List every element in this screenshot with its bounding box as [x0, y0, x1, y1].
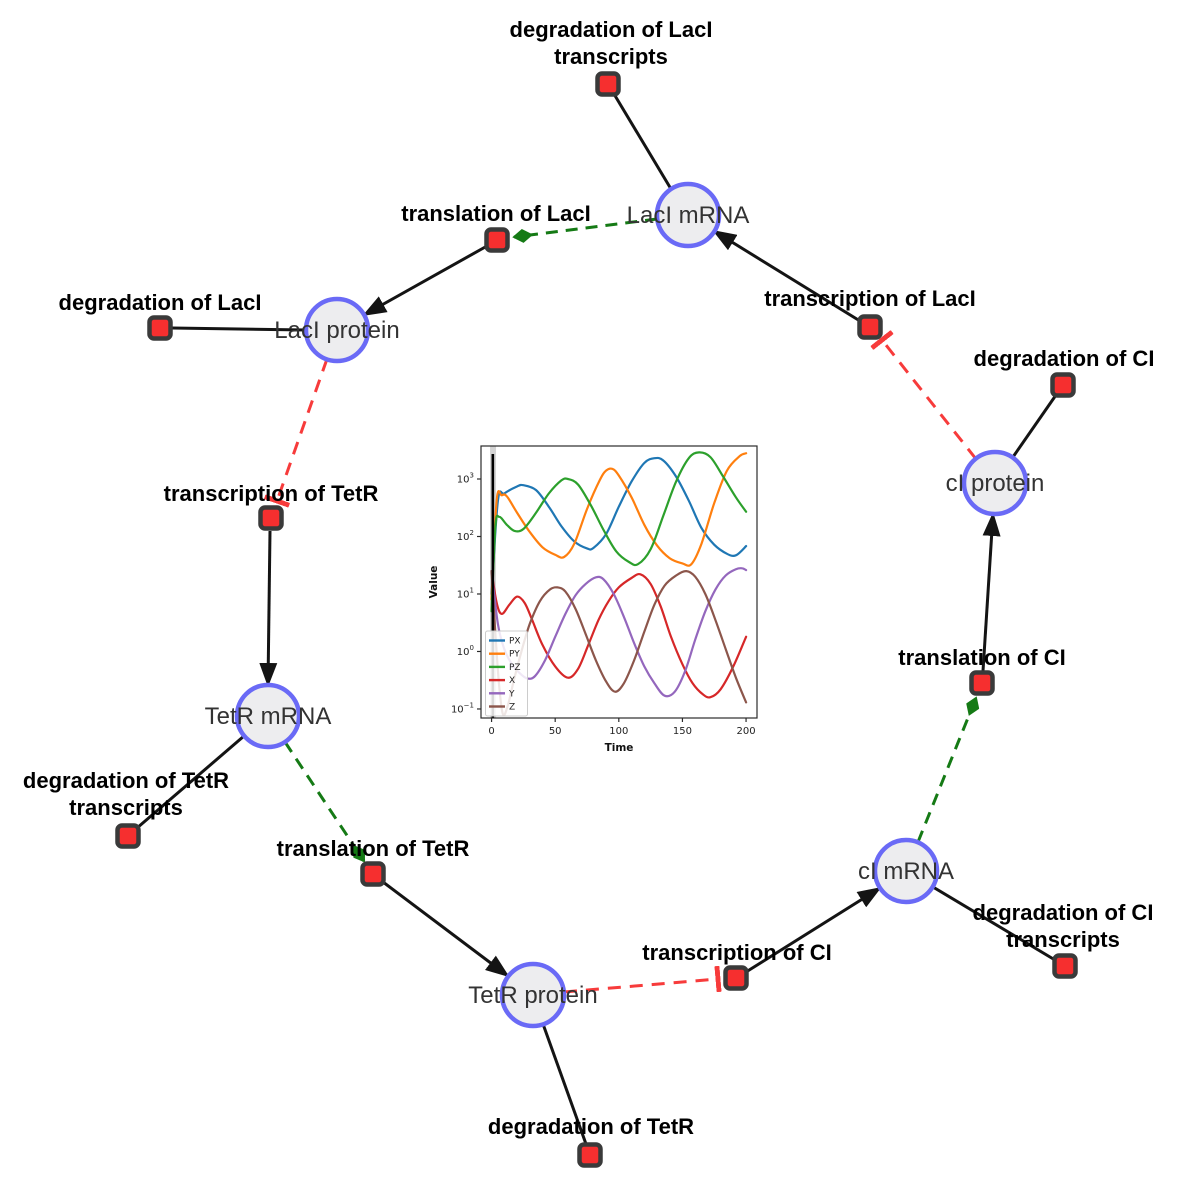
- y-tick-label: 10−1: [451, 701, 474, 715]
- edge-tetr-mrna-catalyzes-translation: [283, 741, 366, 863]
- series-line-pz: [490, 451, 748, 613]
- species-label-tetr-protein: TetR protein: [468, 982, 597, 1009]
- reaction-node-transcription-tetr[interactable]: [258, 505, 284, 531]
- series-line-px: [490, 456, 748, 596]
- reaction-node-degradation-tetr-transcripts[interactable]: [115, 823, 141, 849]
- edges-layer: [136, 93, 1058, 1145]
- edge-laci-protein-inhibits-tetr: [264, 358, 329, 508]
- reaction-label-translation-ci: translation of CI: [898, 645, 1065, 670]
- nodes-layer: [115, 71, 1078, 1168]
- species-node-tetr-protein[interactable]: [499, 961, 567, 1029]
- edge-laci-mrna-catalyzes-translation: [512, 217, 658, 243]
- x-tick-label: 0: [488, 726, 494, 737]
- series-line-py: [490, 452, 748, 601]
- legend-box: [485, 630, 528, 717]
- edge-ci-mrna-catalyzes-translation: [916, 696, 980, 843]
- reaction-node-degradation-ci[interactable]: [1050, 372, 1076, 398]
- species-node-laci-mrna[interactable]: [654, 181, 722, 249]
- reaction-label-translation-laci: translation of LacI: [401, 201, 590, 226]
- edge-transcription-laci-to-laci-mrna: [712, 229, 861, 323]
- reaction-label-degradation-tetr: degradation of TetR: [488, 1114, 694, 1139]
- species-node-ci-protein[interactable]: [961, 449, 1029, 517]
- edge-ci-mrna-to-degradation: [932, 885, 1056, 962]
- y-tick-label: 103: [457, 472, 474, 486]
- y-tick-label: 100: [457, 644, 474, 658]
- reaction-label-degradation-ci: degradation of CI: [974, 346, 1155, 371]
- legend-label-pz: PZ: [509, 663, 521, 673]
- edge-tetr-mrna-to-degradation: [136, 734, 245, 830]
- reaction-label-degradation-laci: degradation of LacI: [59, 290, 262, 315]
- edge-ci-protein-inhibits-laci: [870, 330, 978, 460]
- legend-label-z: Z: [509, 703, 515, 713]
- species-label-laci-protein: LacI protein: [274, 317, 399, 344]
- x-tick-label: 200: [737, 726, 756, 737]
- species-node-ci-mrna[interactable]: [872, 837, 940, 905]
- reaction-node-translation-tetr[interactable]: [360, 861, 386, 887]
- series-line-x: [490, 570, 748, 699]
- reaction-node-degradation-laci[interactable]: [147, 315, 173, 341]
- reaction-node-degradation-laci-transcripts[interactable]: [595, 71, 621, 97]
- edge-laci-mrna-to-degradation: [612, 93, 673, 190]
- edge-translation-ci-to-ci-protein: [981, 512, 1001, 672]
- reaction-node-transcription-ci[interactable]: [723, 965, 749, 991]
- species-node-tetr-mrna[interactable]: [234, 682, 302, 750]
- series-line-z: [490, 569, 748, 717]
- legend-label-py: PY: [509, 650, 520, 660]
- legend-label-y: Y: [508, 689, 515, 699]
- inset-timecourse-chart: 0 50 100 150 200 103 102 101 100 10−1 PX PY PZ XYZ Ti…: [428, 445, 758, 754]
- y-tick-label: 101: [457, 586, 474, 600]
- edge-ci-protein-to-degradation: [1011, 394, 1058, 458]
- reaction-label-transcription-tetr: transcription of TetR: [164, 481, 379, 506]
- reaction-node-translation-laci[interactable]: [484, 227, 510, 253]
- x-tick-label: 150: [673, 726, 692, 737]
- chart-series-group: [490, 451, 748, 717]
- edge-transcription-ci-to-ci-mrna: [745, 886, 882, 974]
- reaction-label-degradation-laci-transcripts: degradation of LacI: [510, 17, 713, 42]
- reaction-node-degradation-tetr[interactable]: [577, 1142, 603, 1168]
- reaction-node-degradation-ci-transcripts[interactable]: [1052, 953, 1078, 979]
- edge-tetr-protein-inhibits-ci: [563, 965, 722, 994]
- reaction-label-degradation-ci-transcripts: degradation of CI: [973, 900, 1154, 925]
- y-tick-label: 102: [457, 529, 474, 543]
- species-node-laci-protein[interactable]: [303, 296, 371, 364]
- chart-legend: PX PY PZ XYZ: [485, 630, 528, 717]
- y-axis-label: Value: [428, 566, 440, 599]
- legend-label-px: PX: [509, 637, 521, 647]
- edge-transcription-tetr-to-tetr-mrna: [259, 530, 278, 687]
- reaction-label-degradation-tetr-transcripts: degradation of TetR: [23, 768, 229, 793]
- reaction-label-transcription-ci: transcription of CI: [642, 940, 831, 965]
- edge-laci-protein-to-degradation: [171, 326, 307, 332]
- reaction-label-degradation-ci-transcripts: transcripts: [1006, 927, 1120, 952]
- x-axis-label: Time: [605, 742, 634, 754]
- labels-layer: LacI mRNA LacI protein TetR mRNA TetR prote…: [23, 17, 1155, 1139]
- legend-label-x: X: [509, 676, 515, 686]
- species-label-tetr-mrna: TetR mRNA: [205, 703, 332, 730]
- reaction-label-degradation-laci-transcripts: transcripts: [554, 44, 668, 69]
- reaction-node-translation-ci[interactable]: [969, 670, 995, 696]
- x-tick-label: 50: [549, 726, 562, 737]
- edge-translation-laci-to-laci-protein: [362, 244, 488, 317]
- reaction-label-degradation-tetr-transcripts: transcripts: [69, 795, 183, 820]
- x-tick-label: 100: [609, 726, 628, 737]
- species-label-ci-protein: cI protein: [946, 470, 1045, 497]
- edge-translation-tetr-to-tetr-protein: [382, 880, 510, 978]
- species-label-laci-mrna: LacI mRNA: [627, 202, 750, 229]
- edge-tetr-protein-to-degradation: [541, 1023, 588, 1145]
- species-label-ci-mrna: cI mRNA: [858, 858, 954, 885]
- reaction-label-translation-tetr: translation of TetR: [277, 836, 470, 861]
- reaction-label-transcription-laci: transcription of LacI: [764, 286, 975, 311]
- reaction-node-transcription-laci[interactable]: [857, 314, 883, 340]
